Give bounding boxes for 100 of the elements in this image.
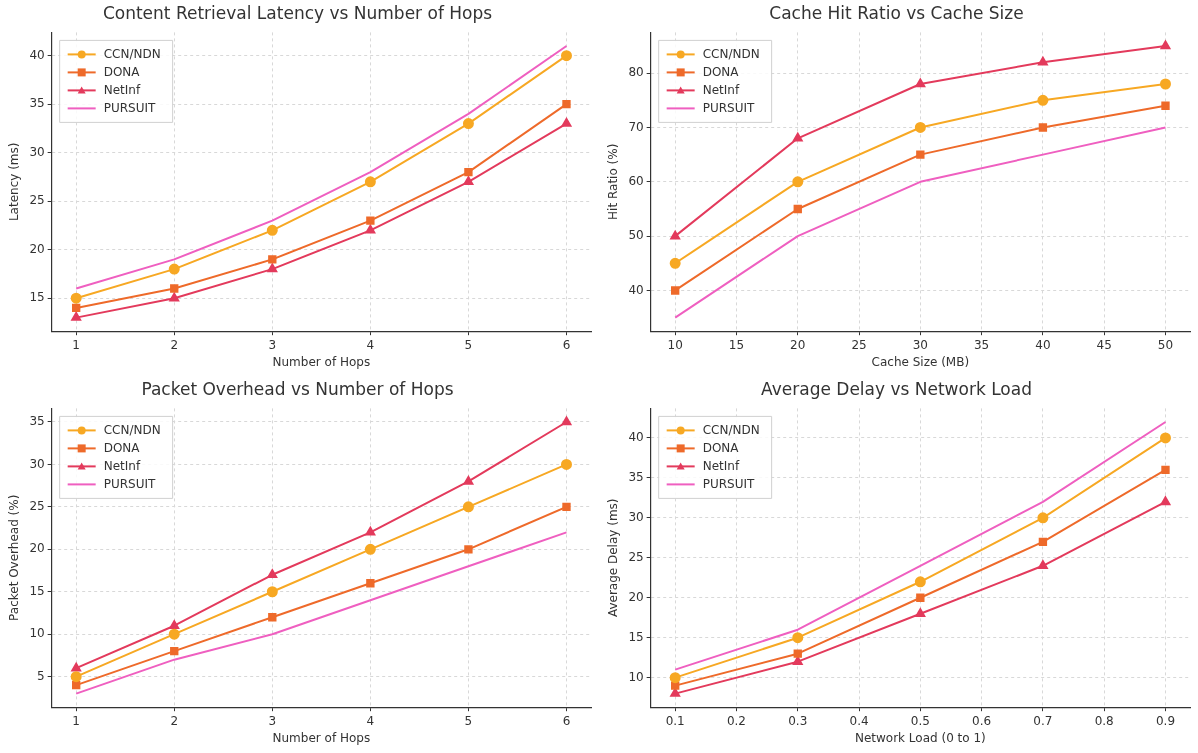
y-tick-label: 15 [29,290,45,305]
x-tick-label: 3 [268,713,277,728]
point [914,576,926,588]
x-tick-label: 15 [728,337,745,352]
x-tick-label: 0.2 [726,713,747,728]
x-tick-label: 20 [790,337,806,352]
point [72,303,81,313]
point [793,204,802,214]
point [561,416,572,426]
x-tick-label: 25 [851,337,867,352]
legend-label: NetInf [103,82,141,97]
chart-title: Average Delay vs Network Load [761,378,1032,399]
x-tick-label: 0.6 [972,713,992,728]
legend-label: CCN/NDN [702,46,760,61]
legend-label: CCN/NDN [702,422,760,437]
x-axis-title: Network Load (0 to 1) [854,730,986,745]
point [170,646,179,656]
legend-label: PURSUIT [103,476,156,491]
x-tick-label: 0.8 [1094,713,1114,728]
y-tick-label: 20 [29,241,45,256]
x-tick-label: 10 [667,337,683,352]
x-tick-label: 35 [973,337,990,352]
point [70,292,82,304]
legend-label: NetInf [702,82,740,97]
legend-label: PURSUIT [103,100,156,115]
y-tick-label: 20 [29,541,45,556]
point [1038,56,1048,66]
point [1160,496,1171,506]
point [1038,123,1048,132]
x-tick-label: 50 [1157,337,1174,352]
point [915,78,926,88]
point [792,132,803,142]
y-tick-label: 70 [628,119,644,134]
point [562,100,571,109]
x-tick-label: 1 [72,337,80,352]
x-tick-label: 0.3 [788,713,808,728]
point [464,545,473,554]
x-tick-label: 0.9 [1155,713,1176,728]
y-tick-label: 40 [29,47,45,62]
point [914,121,926,133]
y-axis-title: Hit Ratio (%) [606,143,621,220]
legend-label: CCN/NDN [103,422,161,437]
y-tick-label: 25 [29,193,45,208]
y-tick-label: 40 [628,282,644,297]
point [364,176,376,188]
point [462,501,474,513]
y-tick-label: 20 [628,589,644,604]
point [71,662,82,672]
y-tick-label: 10 [29,626,45,641]
y-tick-label: 80 [628,65,644,80]
point [792,656,803,665]
x-axis-title: Cache Size (MB) [871,354,970,369]
point [1159,78,1171,90]
y-tick-label: 50 [628,228,644,243]
point [267,569,278,579]
x-tick-label: 4 [366,713,375,728]
x-tick-label: 0.5 [910,713,930,728]
legend-label: DONA [103,440,141,455]
point [560,458,572,470]
legend-label: DONA [702,64,740,79]
y-tick-label: 35 [29,96,45,111]
x-tick-label: 5 [464,713,473,728]
point [169,620,180,629]
x-tick-label: 1 [72,713,80,728]
point [1038,537,1048,546]
point [792,176,804,188]
x-axis-title: Number of Hops [272,354,371,369]
point [364,543,376,555]
x-tick-label: 0.7 [1033,713,1053,728]
x-tick-label: 0.1 [665,713,685,728]
legend-label: PURSUIT [702,100,755,115]
legend-label: NetInf [702,458,740,473]
point [170,284,179,293]
point [266,224,278,236]
point [916,150,925,159]
y-tick-label: 35 [628,470,644,485]
point [463,475,474,485]
point [1037,94,1049,106]
point [669,672,681,684]
point [561,118,572,127]
point [915,608,926,617]
y-tick-label: 25 [628,549,644,564]
y-tick-label: 15 [29,583,45,598]
point [670,230,681,240]
legend-label: DONA [702,440,740,455]
y-tick-label: 15 [628,629,644,644]
legend-label: PURSUIT [702,476,755,491]
point [463,176,474,186]
x-tick-label: 4 [366,337,375,352]
point [671,286,680,295]
point [366,216,375,225]
point [669,257,681,269]
point [670,688,681,697]
point [1160,40,1171,50]
y-tick-label: 5 [37,668,45,683]
point [562,502,571,512]
legend-label: NetInf [103,458,141,473]
point [365,526,376,536]
point [267,263,278,273]
x-tick-label: 0.4 [849,713,869,728]
